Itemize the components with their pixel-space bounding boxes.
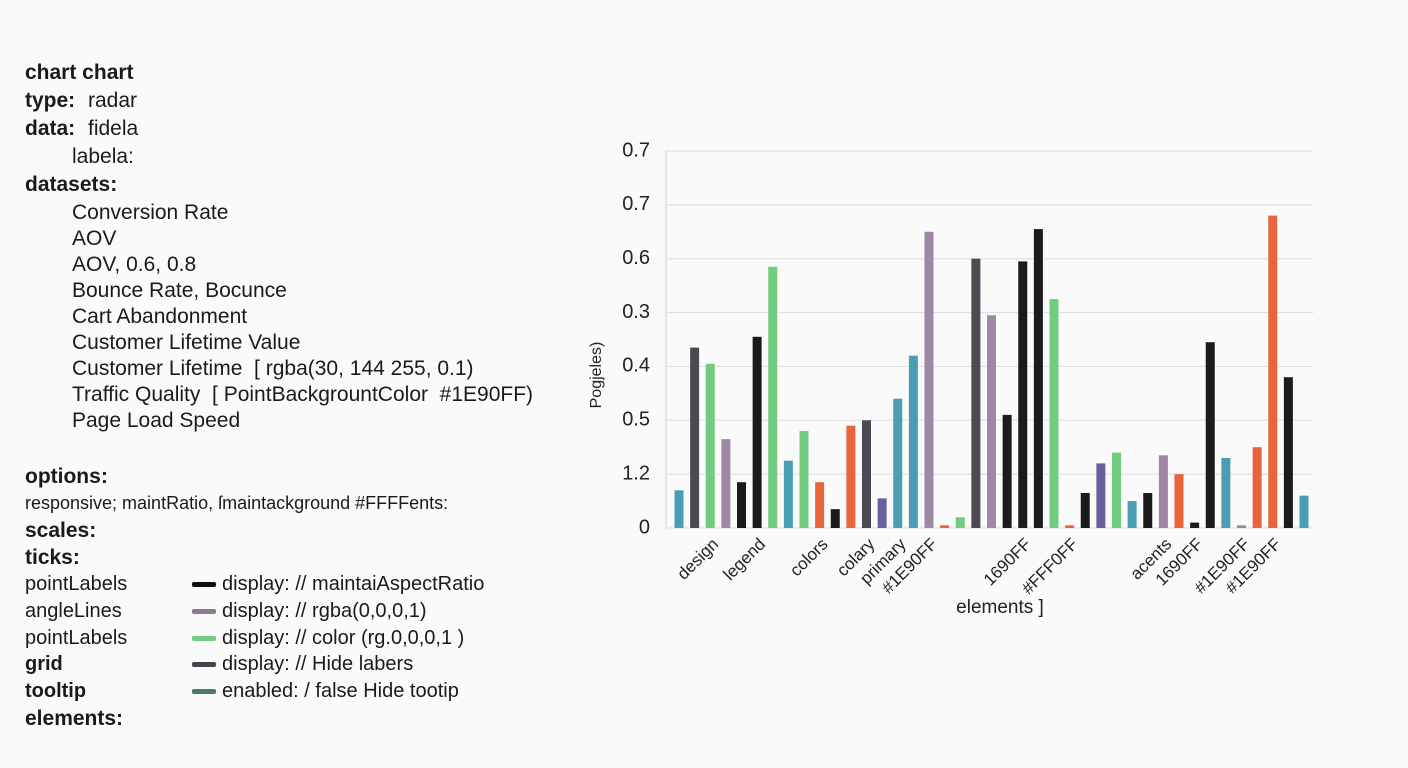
legend-swatch [192,608,216,614]
legend-swatch [192,635,216,641]
bar [1096,463,1106,528]
bar [1268,215,1278,528]
setting-name: pointLabels [25,626,128,649]
y-tick-label: 0 [639,516,650,538]
x-tick-label: colors [786,535,832,581]
y-tick-label: 0.5 [622,409,650,431]
config-value: radar [88,89,138,112]
bar [705,363,715,528]
setting-name: pointLabels [25,573,128,595]
bar [1143,492,1153,528]
y-tick-label: 0.6 [622,247,650,269]
bar [940,525,950,528]
bar [1018,261,1028,528]
config-value: fidela [88,117,139,140]
x-tick-label: legend [720,535,770,585]
bar [737,482,746,528]
bar [1190,522,1200,528]
config-title: chart chart [25,61,134,84]
config-key: elements: [25,707,124,730]
y-tick-label: 0.4 [622,355,650,377]
bar [908,355,918,528]
bar [1237,525,1246,528]
bar [924,231,934,529]
setting-name: tooltip [25,680,87,703]
bar [877,498,887,528]
config-key: type: [25,89,76,112]
bar [971,258,981,528]
dataset-item: Traffic Quality [ PointBackgrountColor #… [72,383,534,406]
bar [768,266,778,528]
config-key: data: [25,117,76,140]
config-key: ticks: [25,546,80,569]
bar [783,460,793,528]
bar [987,315,996,528]
config-value: labela: [72,145,134,168]
bar [1299,495,1309,528]
bar [1221,457,1231,528]
bar [893,398,903,528]
bar [1049,299,1059,528]
config-value: responsive; maintRatio, ſmaintackground … [25,493,449,513]
bar [1080,492,1090,528]
legend-swatch [192,662,216,668]
dataset-item: AOV [72,227,117,250]
bar [690,347,700,528]
y-axis-label: Pogjeles) [588,342,605,409]
bar [1127,501,1137,528]
setting-text: enabled: / false Hide tootip [222,680,459,703]
bar [862,420,871,528]
setting-name: angleLines [25,599,122,622]
y-tick-label: 0.3 [622,301,650,323]
bar [1002,414,1012,528]
setting-text: display: // Hide labers [222,653,414,676]
bar [1065,525,1075,528]
bar [1283,377,1293,528]
bar [1174,474,1184,528]
config-key: datasets: [25,173,118,196]
setting-text: display: // rgba(0,0,0,1) [222,599,427,622]
bar [1252,447,1262,528]
bar [1033,229,1043,529]
bar [752,336,762,528]
bar [674,490,684,528]
y-tick-label: 1.2 [622,462,650,484]
bar [799,431,809,528]
bar [830,509,840,528]
bar [1158,455,1168,528]
dataset-item: AOV, 0.6, 0.8 [72,253,197,276]
bar [846,425,856,528]
setting-name: grid [25,653,63,676]
y-tick-label: 0.7 [622,193,650,215]
dataset-item: Bounce Rate, Bocunce [72,279,287,302]
dataset-item: Conversion Rate [72,201,229,224]
y-tick-label: 0.7 [622,139,650,161]
dataset-item: Cart Abandonment [72,305,248,328]
x-tick-label: design [673,535,722,584]
legend-swatch [192,689,216,695]
setting-text: display: // maintaiAspectRatio [222,573,485,595]
dataset-item: Customer Lifetime Value [72,331,301,354]
bar [1112,452,1121,528]
x-axis-label: elements ] [956,597,1044,618]
bar [721,439,731,528]
dataset-item: Customer Lifetime [ rgba(30, 144 255, 0.… [72,357,474,380]
bar [955,517,965,528]
config-key: options: [25,465,108,488]
config-key: scales: [25,519,97,542]
dataset-item: Page Load Speed [72,409,241,432]
legend-swatch [192,582,216,587]
bar [1205,342,1215,528]
bar [815,482,825,528]
setting-text: display: // color (rg.0,0,0,1 ) [222,626,465,649]
